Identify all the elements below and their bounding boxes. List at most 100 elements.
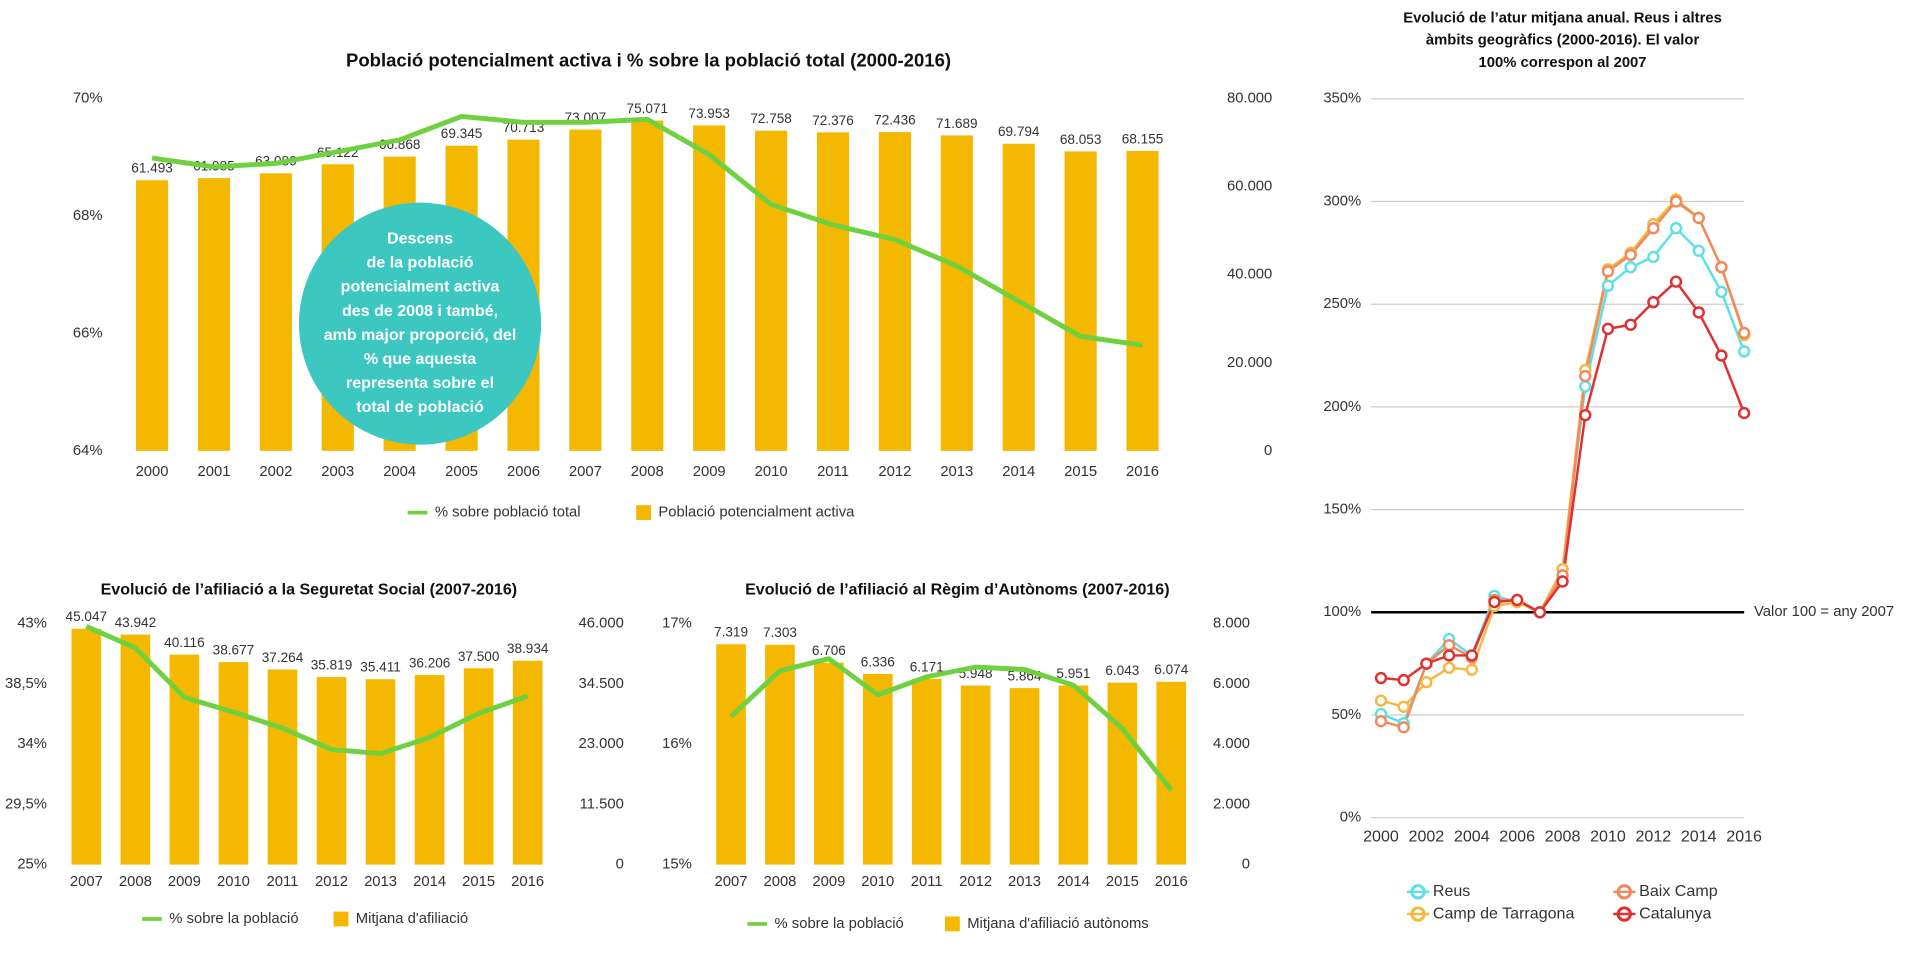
point <box>1692 211 1705 225</box>
x-tick-label: 2014 <box>1057 874 1090 890</box>
point <box>1601 322 1615 336</box>
point <box>1647 250 1660 264</box>
x-tick-label: 2009 <box>168 874 201 890</box>
bar <box>1126 150 1159 451</box>
value-label: 75.071 <box>627 101 669 116</box>
legend-label: Mitjana d'afiliació autònoms <box>967 916 1148 932</box>
point <box>1397 700 1410 713</box>
y-tick-label: 150% <box>1323 502 1361 518</box>
y2-tick-label: 80.000 <box>1227 91 1272 107</box>
chart-title: Evolució de l’afiliació a la Seguretat S… <box>101 581 517 599</box>
bar <box>218 662 249 865</box>
value-label: 43.942 <box>115 615 157 630</box>
x-tick-label: 2013 <box>1008 874 1041 890</box>
x-tick-label: 2004 <box>1454 828 1490 846</box>
x-tick-label: 2010 <box>217 874 250 890</box>
y2-tick-label: 8.000 <box>1213 616 1250 632</box>
chart-title: àmbits geogràfics (2000-2016). El valor <box>1426 33 1700 49</box>
point <box>1692 306 1705 319</box>
bar <box>1009 688 1040 865</box>
value-label: 6.706 <box>812 643 846 658</box>
legend-label: Mitjana d'afiliació <box>356 911 468 927</box>
point <box>1533 606 1547 619</box>
legend-swatch <box>636 505 651 521</box>
bar <box>136 180 169 451</box>
bar <box>316 677 347 865</box>
y-tick-label: 200% <box>1323 399 1361 415</box>
y-tick-label: 29,5% <box>5 796 47 812</box>
x-tick-label: 2014 <box>413 874 446 890</box>
x-tick-label: 2006 <box>507 464 540 480</box>
point <box>1397 673 1410 687</box>
point <box>1374 694 1388 707</box>
y2-tick-label: 2.000 <box>1213 796 1250 812</box>
x-tick-label: 2008 <box>763 874 796 890</box>
y2-tick-label: 60.000 <box>1227 179 1272 195</box>
bar <box>569 129 602 451</box>
y-tick-label: 15% <box>662 857 692 873</box>
value-label: 6.336 <box>861 654 895 669</box>
y2-tick-label: 11.500 <box>580 796 624 812</box>
value-label: 72.376 <box>812 113 854 128</box>
value-label: 6.043 <box>1105 663 1139 678</box>
x-tick-label: 2009 <box>812 874 845 890</box>
legend-label: % sobre la població <box>775 916 904 932</box>
value-label: 7.319 <box>714 625 748 640</box>
bar <box>463 668 494 865</box>
point <box>1715 261 1728 274</box>
point <box>1374 714 1388 728</box>
point <box>1374 671 1388 685</box>
chart-title: 100% correspon al 2007 <box>1479 55 1647 71</box>
point <box>1669 195 1683 208</box>
y2-tick-label: 0 <box>1264 443 1272 459</box>
legend-label: Camp de Tarragona <box>1433 904 1575 922</box>
value-label: 72.436 <box>874 113 916 128</box>
y2-tick-label: 34.500 <box>579 676 624 692</box>
point <box>1488 595 1501 609</box>
bar <box>120 634 151 865</box>
reference-label: Valor 100 = any 2007 <box>1754 604 1894 620</box>
x-tick-label: 2016 <box>511 874 544 890</box>
line <box>729 656 1174 792</box>
point <box>1669 275 1683 288</box>
x-tick-label: 2010 <box>1590 828 1626 846</box>
x-tick-label: 2010 <box>755 464 788 480</box>
annotation-text: des de 2008 i també, <box>342 302 498 320</box>
value-label: 69.345 <box>441 126 483 141</box>
point <box>1737 406 1751 420</box>
x-tick-label: 2014 <box>1681 828 1717 846</box>
legend-swatch <box>944 916 960 932</box>
bar <box>259 173 292 451</box>
chart-title: Evolució de l’afiliació al Règim d’Autòn… <box>745 581 1169 599</box>
bar <box>414 675 445 865</box>
y-tick-label: 0% <box>1340 810 1361 826</box>
x-tick-label: 2015 <box>462 874 495 890</box>
value-label: 38.677 <box>213 643 255 658</box>
bar <box>365 679 396 865</box>
annotation-text: amb major proporció, del <box>324 326 517 344</box>
annotation-text: de la població <box>367 254 474 272</box>
point <box>1737 326 1751 340</box>
y-tick-label: 100% <box>1323 604 1361 620</box>
bar <box>1156 681 1187 865</box>
y2-tick-label: 40.000 <box>1227 267 1272 283</box>
x-tick-label: 2007 <box>70 874 103 890</box>
y2-tick-label: 23.000 <box>579 736 624 752</box>
value-label: 72.758 <box>750 111 792 126</box>
bar <box>862 673 893 865</box>
x-tick-label: 2015 <box>1064 464 1097 480</box>
x-tick-label: 2007 <box>569 464 602 480</box>
y-tick-label: 25% <box>17 857 47 873</box>
y-tick-label: 70% <box>73 91 103 107</box>
legend-label: Població potencialment activa <box>658 505 855 521</box>
point <box>1737 345 1751 358</box>
y-tick-label: 34% <box>17 736 47 752</box>
legend-swatch <box>333 911 349 927</box>
x-tick-label: 2001 <box>197 464 230 480</box>
bar <box>267 669 298 865</box>
y-tick-label: 38,5% <box>5 676 47 692</box>
point <box>1556 575 1569 588</box>
value-label: 6.171 <box>910 659 944 674</box>
